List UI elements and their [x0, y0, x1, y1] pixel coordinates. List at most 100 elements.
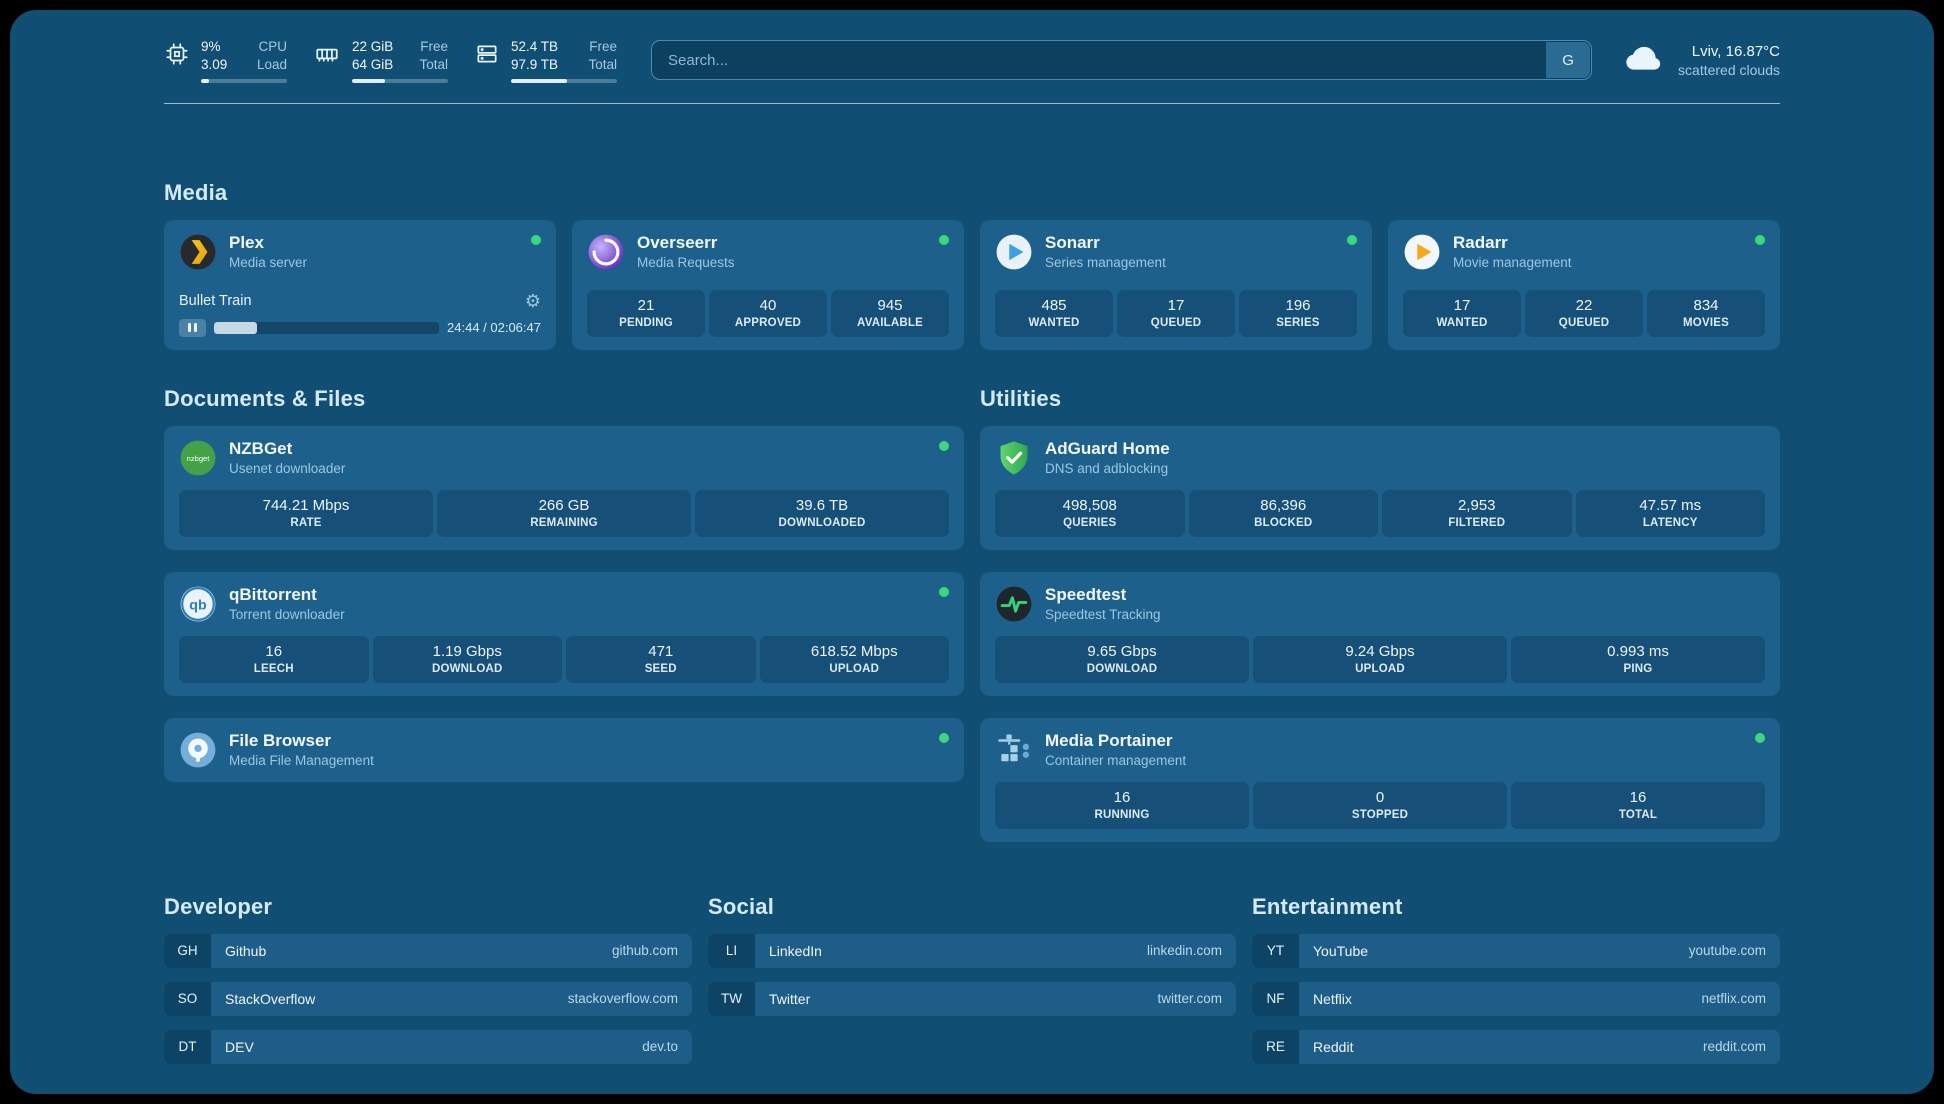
filebrowser-icon	[179, 731, 217, 769]
stat-box: 16 TOTAL	[1511, 781, 1765, 829]
stat-box: 196 SERIES	[1239, 289, 1357, 337]
stat-box: 0.993 ms PING	[1511, 635, 1765, 683]
playback-progress-fill	[214, 321, 257, 334]
app-subtitle: Usenet downloader	[229, 461, 346, 477]
cpu-monitor: 9% CPU 3.09 Load	[164, 38, 287, 83]
stat-value: 266 GB	[538, 496, 590, 514]
stat-label: LEECH	[253, 662, 294, 675]
developer-bookmarks: Developer GH Github github.com SO StackO…	[164, 894, 692, 1064]
overseerr-card[interactable]: Overseerr Media Requests 21 PENDING 40 A…	[572, 219, 964, 350]
radarr-card[interactable]: Radarr Movie management 17 WANTED 22 QUE…	[1388, 219, 1780, 350]
bookmark-youtube[interactable]: YT YouTube youtube.com	[1252, 933, 1780, 968]
speedtest-card[interactable]: Speedtest Speedtest Tracking 9.65 Gbps D…	[980, 571, 1780, 696]
app-subtitle: Torrent downloader	[229, 607, 345, 623]
speedtest-icon	[995, 585, 1033, 623]
bookmark-dev[interactable]: DT DEV dev.to	[164, 1029, 692, 1064]
stat-label: WANTED	[1436, 316, 1488, 329]
bookmark-stackoverflow[interactable]: SO StackOverflow stackoverflow.com	[164, 981, 692, 1016]
stat-label: APPROVED	[734, 316, 802, 329]
nzbget-card[interactable]: nzbget NZBGet Usenet downloader 744.21 M…	[164, 425, 964, 550]
status-dot	[1755, 234, 1765, 245]
plex-icon	[179, 233, 217, 271]
bookmark-url: linkedin.com	[1146, 943, 1222, 959]
bookmark-linkedin[interactable]: LI LinkedIn linkedin.com	[708, 933, 1236, 968]
bookmark-twitter[interactable]: TW Twitter twitter.com	[708, 981, 1236, 1016]
stat-box: 22 QUEUED	[1525, 289, 1643, 337]
portainer-card[interactable]: Media Portainer Container management 16 …	[980, 717, 1780, 842]
status-dot	[939, 234, 949, 245]
bookmark-reddit[interactable]: RE Reddit reddit.com	[1252, 1029, 1780, 1064]
cpu-progress-bar	[201, 78, 287, 83]
stat-box: 618.52 Mbps UPLOAD	[759, 635, 949, 683]
stat-box: 21 PENDING	[587, 289, 705, 337]
stat-box: 39.6 TB DOWNLOADED	[695, 489, 949, 537]
stat-value: 86,396	[1260, 496, 1307, 514]
qbittorrent-icon: qb	[179, 585, 217, 623]
qbittorrent-icon-text: qb	[189, 597, 207, 613]
pause-button[interactable]	[179, 318, 206, 337]
media-section-title: Media	[164, 179, 228, 205]
bookmark-name: LinkedIn	[769, 942, 822, 959]
stat-value: 196	[1285, 296, 1311, 314]
stat-box: 1.19 Gbps DOWNLOAD	[372, 635, 562, 683]
bookmark-abbr: TW	[708, 981, 755, 1016]
stat-box: 86,396 BLOCKED	[1188, 489, 1378, 537]
bookmark-name: Github	[225, 942, 267, 959]
search-engine-button[interactable]: G	[1546, 42, 1591, 79]
stat-label: UPLOAD	[1355, 662, 1405, 675]
stat-box: 266 GB REMAINING	[437, 489, 691, 537]
bookmark-netflix[interactable]: NF Netflix netflix.com	[1252, 981, 1780, 1016]
app-name: Speedtest	[1045, 584, 1127, 604]
storage-free-label: Free	[589, 39, 617, 54]
qbittorrent-card[interactable]: qb qBittorrent Torrent downloader 16 LEE…	[164, 571, 964, 696]
search-bar: G	[651, 40, 1593, 81]
stat-label: DOWNLOAD	[431, 662, 503, 675]
bookmark-abbr: RE	[1252, 1029, 1299, 1064]
cloud-icon	[1622, 43, 1664, 78]
header-divider	[164, 102, 1780, 104]
plex-card[interactable]: Plex Media server Bullet Train ⚙	[164, 219, 556, 350]
filebrowser-card[interactable]: File Browser Media File Management	[164, 717, 964, 782]
cpu-load-label: Load	[256, 56, 287, 72]
app-name: NZBGet	[229, 438, 293, 458]
stat-value: 1.19 Gbps	[432, 642, 502, 660]
stat-label: MOVIES	[1683, 316, 1729, 329]
documents-column: Documents & Files nzbget NZBGet	[164, 386, 964, 782]
bookmark-url: github.com	[611, 943, 678, 959]
stat-value: 17	[1167, 296, 1185, 314]
stat-label: LATENCY	[1642, 516, 1698, 529]
app-subtitle: Series management	[1045, 255, 1166, 271]
bookmark-github[interactable]: GH Github github.com	[164, 933, 692, 968]
entertainment-section-title: Entertainment	[1252, 893, 1403, 919]
memory-icon	[313, 38, 341, 67]
stat-box: 2,953 FILTERED	[1382, 489, 1572, 537]
adguard-card[interactable]: AdGuard Home DNS and adblocking 498,508 …	[980, 425, 1780, 550]
stat-label: PING	[1623, 662, 1653, 675]
bookmark-name: Twitter	[769, 990, 811, 1007]
app-subtitle: Media server	[229, 255, 308, 271]
bookmark-url: stackoverflow.com	[567, 991, 678, 1007]
status-dot	[939, 440, 949, 451]
gear-icon[interactable]: ⚙	[524, 290, 541, 311]
stat-label: RATE	[290, 516, 322, 529]
sonarr-card[interactable]: Sonarr Series management 485 WANTED 17 Q…	[980, 219, 1372, 350]
search-input[interactable]	[651, 40, 1593, 81]
radarr-icon	[1403, 233, 1441, 271]
status-dot	[1755, 732, 1765, 743]
utilities-column: Utilities AdGuard	[980, 386, 1780, 842]
storage-free-value: 52.4 TB	[511, 39, 559, 54]
storage-total-value: 97.9 TB	[511, 56, 559, 72]
playback-progress-bar[interactable]	[214, 321, 440, 334]
bookmark-name: Reddit	[1313, 1038, 1354, 1055]
stat-label: SERIES	[1276, 316, 1320, 329]
stat-value: 834	[1693, 296, 1719, 314]
dashboard-panel: 9% CPU 3.09 Load	[10, 10, 1934, 1094]
bookmark-abbr: DT	[164, 1029, 211, 1064]
stat-label: DOWNLOADED	[778, 516, 866, 529]
social-section-title: Social	[708, 893, 775, 919]
stat-value: 17	[1453, 296, 1471, 314]
overseerr-icon	[587, 233, 625, 271]
stat-label: RUNNING	[1094, 808, 1150, 821]
utilities-section-title: Utilities	[980, 385, 1062, 411]
stat-value: 945	[877, 296, 903, 314]
